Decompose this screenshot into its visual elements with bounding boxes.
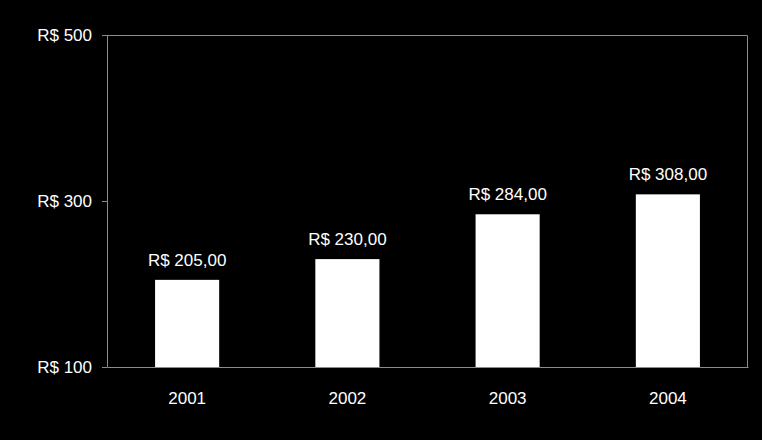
data-label: R$ 284,00 — [468, 185, 546, 204]
y-tick-mark — [102, 201, 107, 202]
bars — [155, 194, 700, 367]
y-tick-label: R$ 300 — [37, 192, 92, 211]
y-tick: R$ 300 — [37, 192, 107, 211]
y-tick-label: R$ 100 — [37, 358, 92, 377]
chart: R$ 100 R$ 300 R$ 500 2001 2002 2003 2004 R$ 205… — [0, 0, 762, 440]
y-axis-line — [107, 36, 108, 368]
plot: R$ 100 R$ 300 R$ 500 2001 2002 2003 2004 R$ 205… — [37, 26, 748, 408]
x-tick: 2002 — [328, 389, 366, 408]
x-tick: 2003 — [489, 389, 527, 408]
x-axis-line — [108, 367, 749, 368]
x-tick: 2004 — [649, 389, 687, 408]
x-tick-label: 2003 — [489, 389, 527, 408]
y-axis: R$ 100 R$ 300 R$ 500 — [37, 26, 107, 377]
bar — [155, 280, 219, 367]
data-label: R$ 205,00 — [148, 251, 226, 270]
data-label: R$ 230,00 — [308, 230, 386, 249]
x-tick-label: 2004 — [649, 389, 687, 408]
x-tick-label: 2002 — [328, 389, 366, 408]
y-tick-mark — [102, 35, 107, 36]
y-tick: R$ 500 — [37, 26, 107, 45]
x-tick-label: 2001 — [168, 389, 206, 408]
y-tick-mark — [102, 367, 107, 368]
y-tick: R$ 100 — [37, 358, 107, 377]
data-label: R$ 308,00 — [629, 165, 707, 184]
x-tick: 2001 — [168, 389, 206, 408]
data-labels: R$ 205,00 R$ 230,00 R$ 284,00 R$ 308,00 — [148, 165, 707, 269]
bar — [636, 194, 700, 367]
background — [0, 0, 762, 440]
y-tick-label: R$ 500 — [37, 26, 92, 45]
bar — [315, 259, 379, 367]
bar — [476, 214, 540, 367]
x-axis: 2001 2002 2003 2004 — [108, 368, 749, 409]
plot-frame — [107, 36, 748, 368]
